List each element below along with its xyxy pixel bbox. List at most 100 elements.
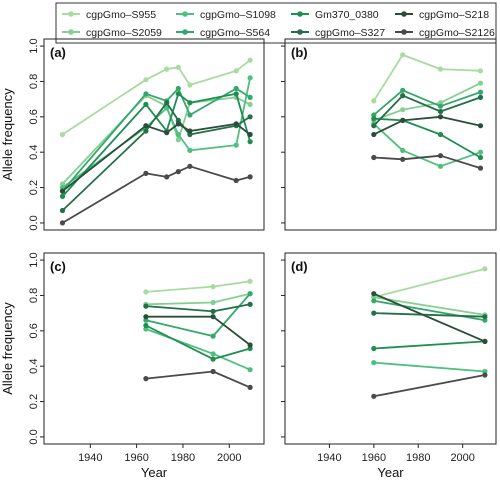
legend-label: cgpGmo–S2126: [419, 27, 495, 39]
y-tick-label: 0.2: [28, 180, 40, 195]
panel-a: (a) 0.0 0.2 0.4 0.6 0.8 1.0 Allele frequency: [0, 38, 265, 231]
data-point: [59, 207, 66, 214]
data-point: [482, 338, 488, 344]
data-point: [477, 149, 484, 155]
series-line: [373, 54, 481, 102]
series-7: [59, 163, 253, 226]
data-point: [371, 291, 377, 297]
panel-label: (b): [291, 45, 308, 60]
y-tick-label: 0.4: [28, 145, 40, 160]
series-line: [373, 154, 481, 169]
data-point: [164, 66, 170, 72]
y-tick-label: 0.6: [28, 323, 40, 338]
data-point: [175, 131, 181, 138]
data-point: [247, 101, 253, 107]
y-tick-label: 0.6: [28, 109, 40, 124]
series-1: [143, 291, 253, 307]
series-4: [143, 322, 253, 362]
legend-swatch-marker: [68, 11, 74, 17]
x-tick-label: 2000: [450, 452, 474, 464]
series-line: [145, 293, 251, 338]
data-point: [143, 170, 149, 176]
series-3: [371, 298, 488, 323]
data-point: [371, 345, 377, 352]
data-point: [371, 360, 377, 366]
legend-swatch-marker: [182, 11, 188, 17]
data-point: [437, 103, 444, 109]
data-point: [210, 314, 216, 320]
data-point: [143, 77, 149, 83]
data-point: [247, 139, 253, 145]
panels: (a) 0.0 0.2 0.4 0.6 0.8 1.0 Allele frequency (b)…: [0, 38, 497, 480]
x-tick-label: 1940: [78, 452, 102, 464]
series-0: [143, 278, 253, 295]
series-line: [373, 94, 481, 127]
data-point: [437, 114, 444, 120]
series-2: [59, 75, 253, 191]
series-line: [373, 296, 486, 316]
data-point: [143, 128, 149, 134]
series-line: [373, 340, 485, 350]
y-tick-label: 0.8: [28, 74, 40, 89]
plot-frame: [284, 38, 497, 231]
series-line: [373, 312, 485, 318]
data-point: [187, 100, 193, 106]
data-point: [143, 303, 149, 309]
y-tick-label: 0.0: [28, 215, 40, 230]
series-line: [373, 115, 481, 136]
data-point: [143, 322, 149, 329]
legend-label: cgpGmo–S2059: [86, 27, 162, 39]
data-point: [175, 169, 181, 175]
data-point: [233, 121, 239, 127]
data-point: [477, 80, 484, 86]
data-point: [371, 123, 377, 129]
series-7: [371, 153, 484, 171]
data-point: [187, 128, 193, 134]
series-6: [143, 314, 253, 348]
data-point: [59, 193, 66, 199]
series-0: [371, 266, 488, 300]
data-point: [59, 188, 66, 194]
legend-entry: Gm370_0380: [291, 9, 379, 21]
series-5: [143, 301, 253, 314]
plot-frame: [43, 252, 265, 445]
legend-swatch-marker: [182, 29, 188, 35]
data-point: [143, 91, 149, 97]
data-point: [210, 333, 216, 339]
data-point: [187, 82, 193, 88]
series-1: [59, 93, 253, 187]
data-point: [371, 393, 377, 399]
data-point: [175, 121, 181, 127]
series-line: [145, 315, 251, 346]
legend-swatch-marker: [68, 29, 74, 35]
plot-frame: [284, 252, 497, 445]
series-line: [145, 328, 251, 371]
data-point: [371, 112, 377, 118]
data-point: [482, 372, 488, 378]
series-line: [373, 361, 485, 373]
series-line: [145, 292, 251, 306]
series-line: [145, 370, 251, 389]
series-4: [371, 338, 488, 352]
y-tick-label: 1.0: [28, 252, 40, 267]
data-point: [400, 93, 406, 99]
legend-box: [55, 2, 497, 44]
series-2: [371, 360, 488, 375]
y-axis-title: Allele frequency: [0, 88, 15, 181]
data-point: [400, 52, 406, 58]
y-tick-label: 0.4: [28, 359, 40, 374]
data-point: [233, 142, 239, 148]
legend-swatch-marker: [297, 29, 303, 35]
series-7: [143, 368, 253, 390]
legend-swatch-marker: [401, 11, 407, 17]
panel-label: (c): [50, 259, 66, 274]
legend-swatch-marker: [297, 11, 303, 17]
series-line: [373, 292, 486, 343]
series-line: [145, 324, 251, 361]
series-line: [61, 92, 251, 198]
data-point: [143, 101, 149, 107]
data-point: [400, 147, 406, 153]
data-point: [482, 314, 488, 320]
panel-c: (c) 0.0 0.2 0.4 0.6 0.8 1.0 1940 1960 1980 2000 All…: [0, 252, 265, 480]
